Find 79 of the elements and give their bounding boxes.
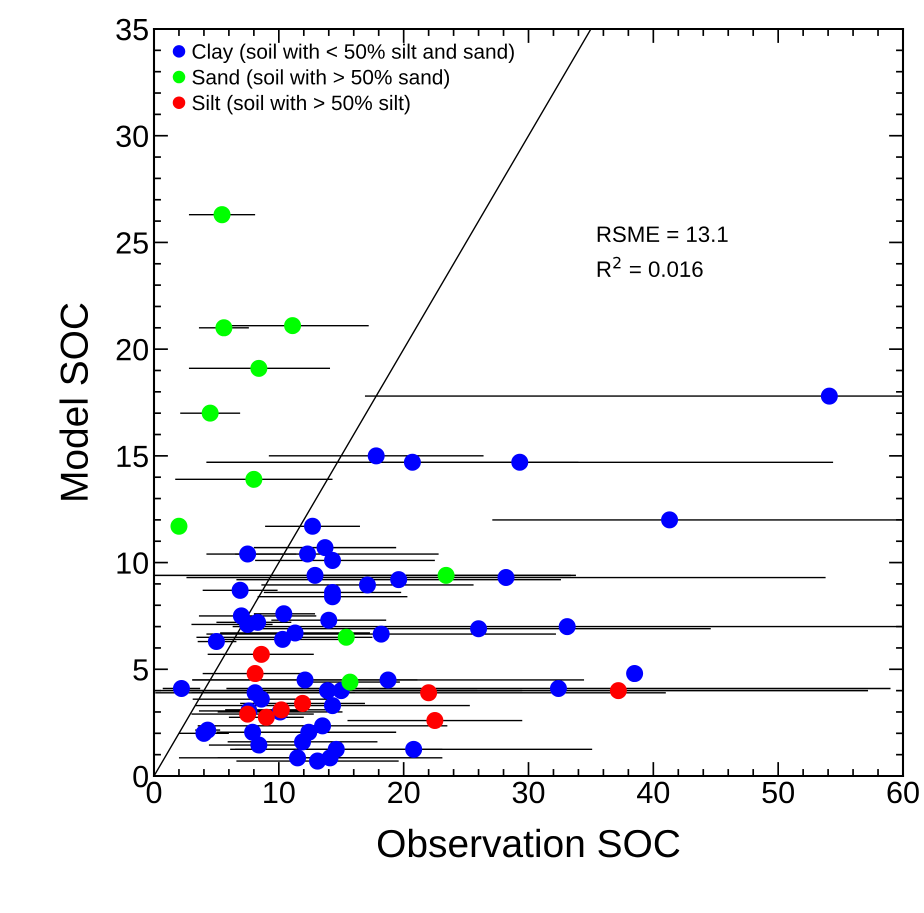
- x-axis-title: Observation SOC: [378, 828, 680, 858]
- annotation: R$^{2}$ = 0.016: [598, 256, 703, 278]
- point: [314, 717, 332, 734]
- legend-label: Sand (soil with > 50% sand): [192, 69, 450, 89]
- point: [252, 690, 270, 708]
- point: [199, 722, 216, 739]
- point: [324, 552, 342, 569]
- point: [275, 605, 292, 622]
- point: [320, 612, 338, 629]
- legend-label: Silt (soil with > 50% silt): [192, 94, 410, 114]
- point: [252, 646, 270, 663]
- point: [420, 684, 438, 702]
- point: [558, 618, 576, 636]
- point: [294, 694, 312, 712]
- point: [215, 319, 232, 336]
- point: [338, 628, 355, 646]
- point: [284, 317, 302, 334]
- point: [296, 671, 314, 688]
- point: [232, 582, 249, 599]
- x-tick-label: 50: [762, 782, 794, 804]
- y-axis-title: Model SOC: [59, 303, 88, 500]
- point: [820, 388, 838, 405]
- y-tick-label: 35: [116, 18, 148, 40]
- point: [258, 708, 275, 726]
- point: [250, 360, 268, 377]
- legend-label: Clay (soil with < 50% silt and sand): [192, 44, 514, 64]
- point: [239, 706, 256, 723]
- point: [511, 454, 528, 471]
- point: [245, 470, 262, 488]
- y-tick-label: 25: [116, 232, 148, 254]
- point: [304, 518, 322, 535]
- point: [208, 633, 225, 650]
- point: [390, 571, 408, 588]
- point: [341, 674, 358, 691]
- x-tick-label: 60: [888, 782, 919, 804]
- point: [289, 749, 306, 766]
- point: [306, 566, 324, 584]
- x-tick-label: 20: [388, 782, 420, 804]
- point: [299, 546, 316, 563]
- x-tick-label: 10: [264, 782, 295, 804]
- point: [172, 680, 190, 697]
- y-tick-label: 30: [116, 125, 148, 148]
- point: [661, 511, 678, 528]
- point: [274, 630, 292, 648]
- point: [239, 546, 256, 563]
- point: [438, 566, 455, 584]
- point: [250, 736, 268, 754]
- y-tick-label: 15: [117, 446, 148, 468]
- point: [380, 671, 397, 688]
- point: [426, 712, 444, 730]
- point: [249, 614, 266, 631]
- point: [286, 624, 304, 642]
- point: [170, 518, 188, 535]
- x-tick-label: 30: [512, 782, 544, 804]
- point: [550, 680, 567, 697]
- annotation: RSME = 13.1: [598, 226, 728, 242]
- point: [372, 626, 390, 643]
- x-tick-label: 40: [637, 782, 670, 804]
- point: [322, 749, 339, 766]
- point: [626, 665, 644, 682]
- point: [214, 206, 231, 224]
- point: [246, 665, 264, 682]
- point: [244, 724, 262, 741]
- y-tick-label: 20: [116, 338, 148, 361]
- point: [405, 740, 422, 758]
- point: [202, 404, 219, 422]
- point: [324, 697, 342, 714]
- point: [610, 682, 627, 700]
- y-tick-label: 0: [133, 766, 148, 788]
- x-tick-label: 0: [146, 782, 162, 804]
- point: [316, 539, 334, 556]
- y-tick-label: 10: [117, 552, 148, 574]
- point: [358, 576, 376, 594]
- point: [404, 454, 421, 471]
- point: [470, 620, 488, 638]
- y-tick-label: 5: [133, 659, 148, 681]
- point: [498, 569, 515, 586]
- point: [368, 447, 385, 464]
- point: [294, 733, 312, 750]
